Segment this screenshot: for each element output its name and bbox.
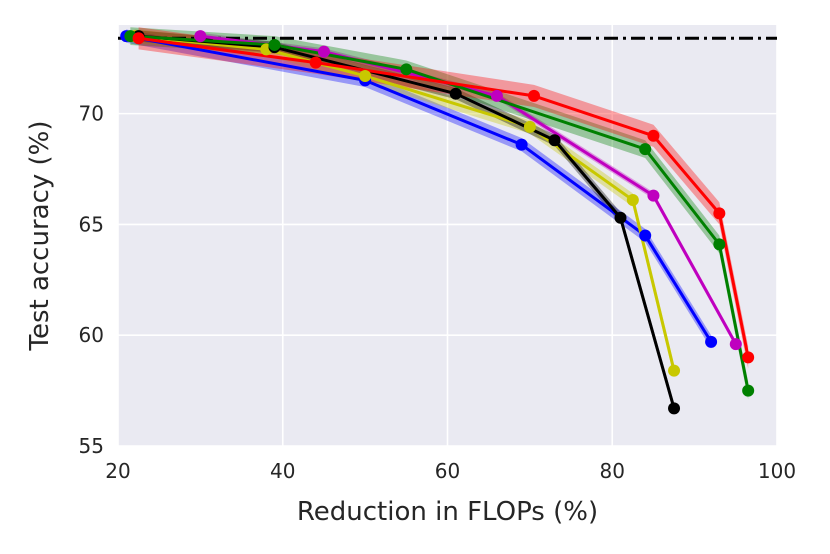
y-tick-label: 55 <box>79 434 104 458</box>
x-tick-label: 60 <box>435 459 460 483</box>
y-tick-label: 60 <box>79 323 104 347</box>
data-point <box>639 143 652 156</box>
grid <box>117 25 778 447</box>
data-point <box>713 207 726 220</box>
x-tick-label: 20 <box>105 459 130 483</box>
data-point <box>639 229 652 242</box>
y-tick-label: 65 <box>79 212 104 236</box>
x-tick-label: 100 <box>758 459 796 483</box>
data-point <box>713 238 726 251</box>
data-point <box>400 63 413 76</box>
data-point <box>490 89 503 102</box>
y-tick-labels: 55 60 65 70 <box>79 102 104 458</box>
data-point <box>523 120 536 133</box>
data-point <box>132 32 145 45</box>
data-point <box>668 364 681 377</box>
series-bands <box>126 27 749 414</box>
data-point <box>614 211 627 224</box>
data-point <box>705 335 718 348</box>
x-axis-label: Reduction in FLOPs (%) <box>297 497 598 527</box>
series-line <box>138 34 676 409</box>
data-point <box>647 129 660 142</box>
data-point <box>194 30 207 43</box>
y-tick-label: 70 <box>79 102 104 126</box>
data-point <box>317 45 330 58</box>
data-point <box>729 338 742 351</box>
data-point <box>309 56 322 69</box>
x-tick-labels: 20 40 60 80 100 <box>105 459 796 483</box>
data-point <box>449 87 462 100</box>
data-point <box>527 89 540 102</box>
data-point <box>548 134 561 147</box>
data-point <box>515 138 528 151</box>
series-line <box>130 34 750 391</box>
data-point <box>626 194 639 207</box>
data-point <box>268 38 281 51</box>
data-point <box>742 384 755 397</box>
series-line <box>138 36 750 358</box>
data-point <box>359 69 372 82</box>
data-point <box>742 351 755 364</box>
data-point <box>647 189 660 202</box>
data-point <box>668 402 681 415</box>
series-points <box>120 30 755 415</box>
x-tick-label: 40 <box>270 459 295 483</box>
x-tick-label: 80 <box>600 459 625 483</box>
series-band <box>138 27 749 369</box>
y-axis-label: Test accuracy (%) <box>25 120 55 351</box>
series-line <box>134 34 676 372</box>
